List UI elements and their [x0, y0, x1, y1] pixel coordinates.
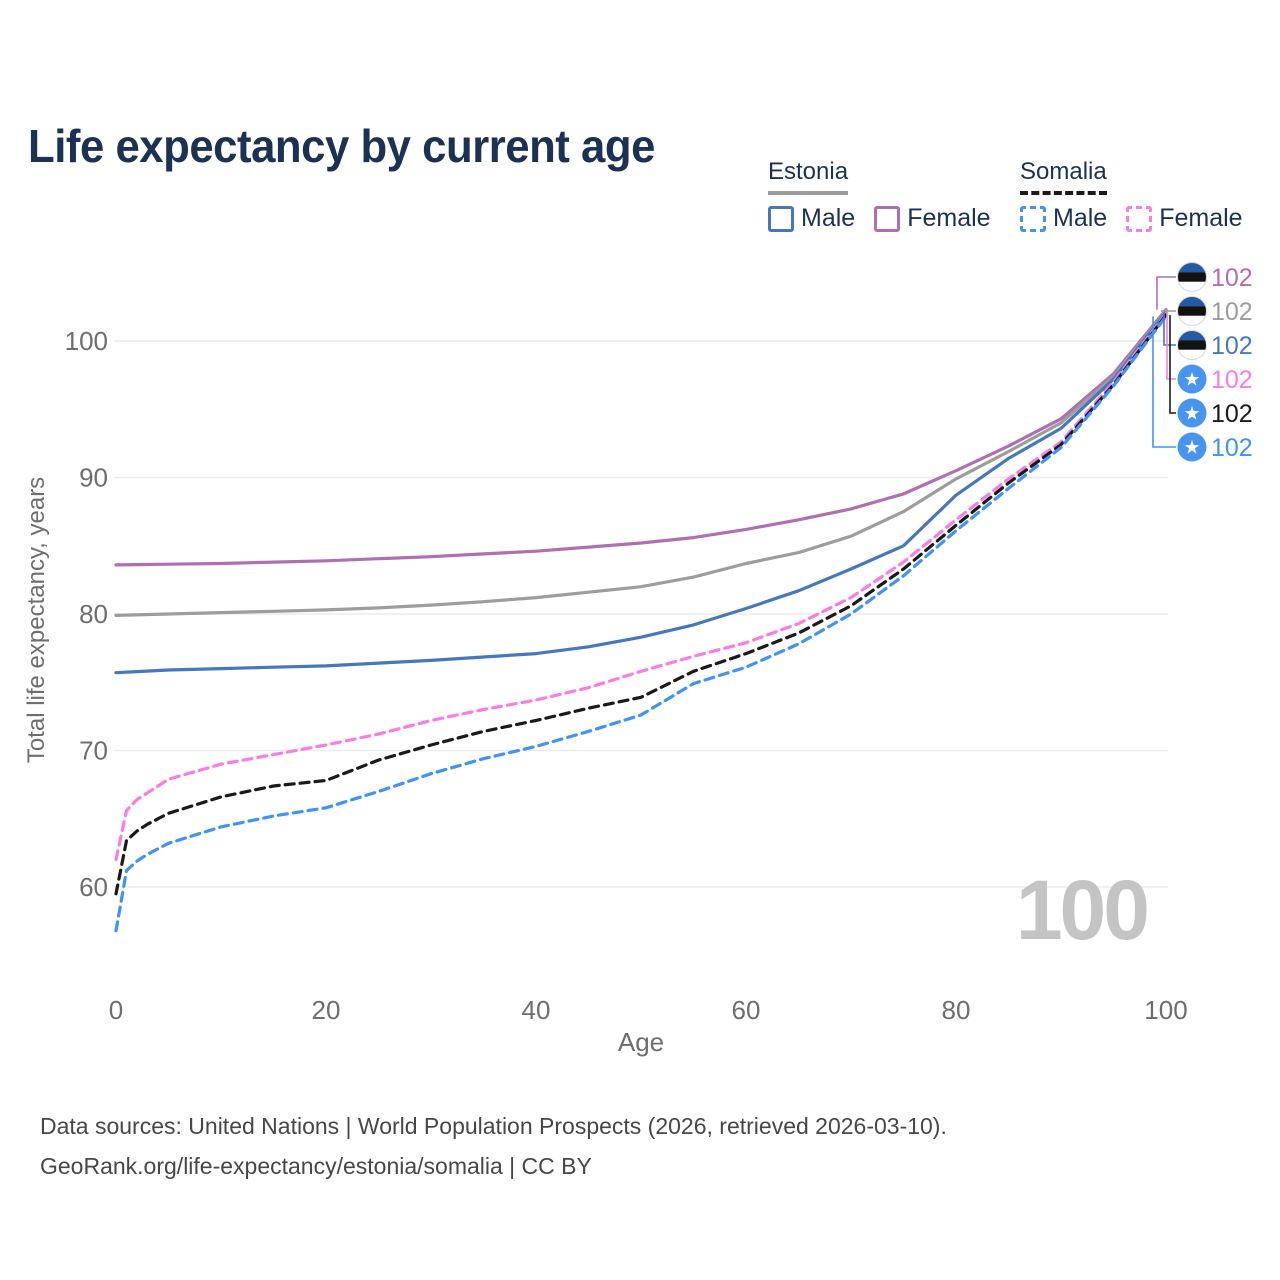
x-tick-label-20: 20: [312, 995, 341, 1025]
legend-group-estonia: Estonia Male Female: [768, 158, 991, 233]
legend-group-somalia: Somalia Male Female: [1020, 158, 1243, 233]
series-line-estonia-female[interactable]: [114, 308, 1168, 567]
end-label-value-somalia-all: 102: [1211, 400, 1253, 428]
legend-label-somalia-female: Female: [1159, 204, 1243, 232]
somalia-flag-icon: [1177, 398, 1207, 428]
legend-item-estonia-male[interactable]: Male: [768, 204, 855, 233]
somalia-flag-icon: [1177, 364, 1207, 394]
end-label-value-somalia-female: 102: [1211, 366, 1253, 394]
somalia-male-swatch-icon[interactable]: [1020, 205, 1046, 232]
estonia-flag-icon: [1177, 296, 1207, 326]
x-tick-label-60: 60: [732, 995, 761, 1025]
legend-item-somalia-female[interactable]: Female: [1126, 204, 1243, 233]
legend-label-somalia-male: Male: [1053, 204, 1108, 232]
y-tick-label-80: 80: [79, 599, 108, 629]
footer-attribution: GeoRank.org/life-expectancy/estonia/soma…: [40, 1153, 592, 1179]
x-tick-label-80: 80: [942, 995, 971, 1025]
estonia-female-swatch-icon[interactable]: [874, 205, 901, 232]
somalia-female-swatch-icon[interactable]: [1126, 205, 1153, 232]
legend-item-somalia-male[interactable]: Male: [1020, 204, 1107, 233]
end-label-value-estonia-female: 102: [1211, 264, 1253, 292]
legend-label-estonia-female: Female: [907, 204, 991, 232]
series-line-somalia-all[interactable]: [114, 313, 1168, 896]
end-label-value-estonia-male: 102: [1211, 332, 1253, 360]
x-tick-label-40: 40: [522, 995, 551, 1025]
series-line-estonia-male[interactable]: [114, 310, 1168, 675]
estonia-flag-icon: [1177, 330, 1207, 360]
x-tick-label-100: 100: [1144, 995, 1187, 1025]
legend-item-estonia-female[interactable]: Female: [874, 204, 991, 233]
y-tick-label-70: 70: [79, 736, 108, 766]
estonia-male-swatch-icon[interactable]: [768, 205, 794, 232]
series-line-estonia-all[interactable]: [114, 309, 1168, 618]
end-label-value-somalia-male: 102: [1211, 434, 1253, 462]
end-label-connector-somalia-all: [1169, 315, 1176, 414]
y-axis-title: Total life expectancy, years: [23, 477, 50, 763]
end-label-connector-somalia-female: [1166, 313, 1176, 380]
legend-country-somalia[interactable]: Somalia: [1020, 158, 1107, 195]
end-label-connector-estonia-male: [1163, 312, 1176, 346]
y-tick-label-60: 60: [79, 872, 108, 902]
series-line-somalia-female[interactable]: [114, 312, 1168, 862]
legend-label-estonia-male: Male: [801, 204, 856, 232]
hover-age-watermark: 100: [1015, 863, 1150, 957]
estonia-flag-icon: [1177, 262, 1207, 292]
somalia-flag-icon: [1177, 432, 1207, 462]
series-line-somalia-male[interactable]: [114, 314, 1168, 933]
y-tick-label-90: 90: [79, 463, 108, 493]
end-label-connector-estonia-female: [1156, 276, 1176, 310]
end-label-value-estonia-all: 102: [1211, 298, 1253, 326]
legend-country-estonia[interactable]: Estonia: [768, 158, 849, 195]
end-label-connector-somalia-male: [1152, 316, 1176, 448]
footer: Data sources: United Nations | World Pop…: [40, 1106, 947, 1186]
footer-data-sources: Data sources: United Nations | World Pop…: [40, 1113, 947, 1139]
x-tick-label-0: 0: [109, 995, 123, 1025]
page-title: Life expectancy by current age: [28, 119, 655, 172]
x-axis-title: Age: [618, 1027, 664, 1057]
y-tick-label-100: 100: [65, 326, 108, 356]
